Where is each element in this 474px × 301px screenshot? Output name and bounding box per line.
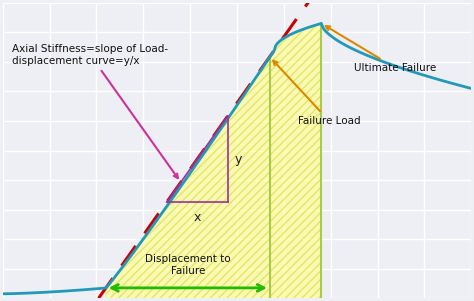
Text: Failure Load: Failure Load (273, 61, 361, 126)
Text: Displacement to
Failure: Displacement to Failure (145, 254, 231, 275)
Text: y: y (235, 153, 242, 166)
Text: x: x (193, 211, 201, 224)
Text: Axial Stiffness=slope of Load-
displacement curve=y/x: Axial Stiffness=slope of Load- displacem… (12, 44, 178, 178)
Text: Ultimate Failure: Ultimate Failure (326, 26, 437, 73)
Polygon shape (106, 57, 270, 298)
Polygon shape (270, 23, 321, 298)
